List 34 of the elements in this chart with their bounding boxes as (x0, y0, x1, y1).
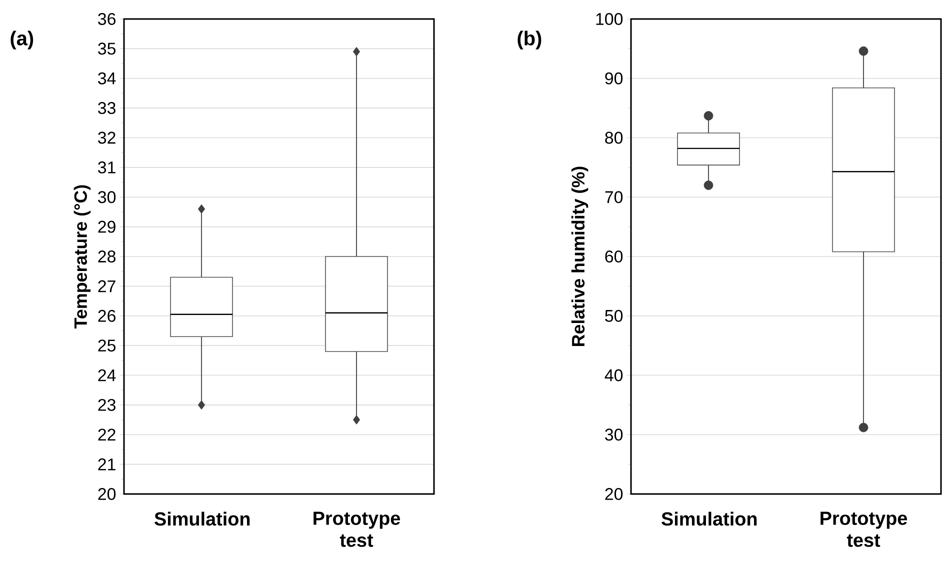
y-tick-label: 33 (98, 102, 116, 114)
y-axis-title: Relative humidity (%) (571, 166, 588, 346)
y-tick-label: 31 (98, 161, 116, 174)
y-tick-label: 25 (98, 340, 116, 352)
y-tick-label: 90 (605, 72, 623, 84)
y-axis-title: Temperature (°C) (74, 185, 91, 328)
y-tick-label: 35 (98, 42, 116, 55)
y-tick-label: 80 (605, 132, 623, 144)
y-tick-label: 24 (98, 369, 116, 382)
y-tick-label: 23 (98, 398, 116, 411)
y-tick-label: 40 (604, 369, 623, 382)
y-tick-label: 30 (605, 428, 623, 441)
y-tick-label: 50 (605, 310, 623, 322)
y-tick-label: 20 (605, 488, 623, 500)
y-tick-label: 36 (98, 13, 116, 25)
y-tick-label: 30 (98, 191, 116, 204)
y-tick-label: 20 (98, 488, 116, 500)
y-tick-label: 60 (605, 250, 623, 263)
y-tick-label: 100 (596, 13, 623, 26)
x-tick-label: Simulation (154, 512, 250, 526)
y-tick-label: 28 (98, 250, 116, 262)
text: (a) (10, 30, 34, 50)
y-tick-label: 21 (98, 458, 116, 470)
y-tick-label: 34 (98, 72, 116, 84)
x-tick-label: Prototype test (314, 512, 400, 547)
y-tick-label: 26 (98, 310, 116, 322)
y-tick-label: 29 (98, 220, 116, 233)
y-tick-label: 27 (98, 280, 116, 292)
text: (b) (518, 30, 542, 50)
y-tick-label: 32 (98, 132, 116, 144)
y-tick-label: 22 (98, 428, 116, 441)
x-tick-label: Simulation (662, 512, 757, 526)
y-tick-label: 70 (605, 191, 623, 204)
x-tick-label: Prototype test (820, 512, 908, 547)
